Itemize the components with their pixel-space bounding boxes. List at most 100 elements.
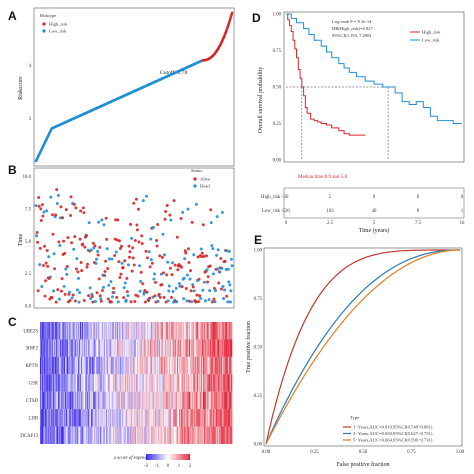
heatmap-cell xyxy=(205,391,206,410)
alive-point xyxy=(150,261,154,265)
high-risk-curve xyxy=(286,13,366,136)
heatmap-cell xyxy=(162,374,164,392)
heatmap-cell xyxy=(130,356,132,375)
heatmap-cell xyxy=(119,391,121,410)
heatmap-cell xyxy=(57,426,59,444)
heatmap-cell xyxy=(110,409,112,427)
heatmap-cell xyxy=(181,322,183,340)
heatmap-cell xyxy=(45,374,47,392)
heatmap-cell xyxy=(84,339,85,357)
heatmap-cell xyxy=(208,374,210,392)
heatmap-cell xyxy=(50,409,52,427)
heatmap-cell xyxy=(62,409,64,427)
heatmap-cell xyxy=(72,322,73,340)
heatmap-cell xyxy=(115,322,117,340)
heatmap-cell xyxy=(192,374,193,392)
heatmap-cell xyxy=(112,391,114,410)
heatmap-cell xyxy=(226,409,228,427)
alive-point xyxy=(135,228,139,232)
panel-a-ytick-3: 3 xyxy=(29,117,32,122)
heatmap-cell xyxy=(130,426,132,444)
heatmap-cell xyxy=(63,322,65,340)
heatmap-cell xyxy=(205,322,207,340)
heatmap-cell xyxy=(209,409,211,427)
heatmap-cell xyxy=(52,409,54,427)
heatmap-cell xyxy=(110,374,112,392)
heatmap-cell xyxy=(193,322,194,340)
heatmap-cell xyxy=(110,391,111,410)
heatmap-cell xyxy=(130,356,132,375)
heatmap-cell xyxy=(160,409,162,427)
heatmap-cell xyxy=(186,322,188,340)
heatmap-cell xyxy=(205,322,206,340)
heatmap-cell xyxy=(112,339,113,357)
heatmap-cell xyxy=(180,374,181,392)
heatmap-cell xyxy=(80,322,82,340)
heatmap-cell xyxy=(94,426,96,444)
heatmap-cell xyxy=(52,339,54,357)
heatmap-cell xyxy=(153,409,154,427)
heatmap-cell xyxy=(50,322,52,340)
heatmap-cell xyxy=(126,322,127,340)
heatmap-cell xyxy=(51,356,53,375)
heatmap-cell xyxy=(56,322,57,340)
heatmap-cell xyxy=(160,322,162,340)
heatmap-cell xyxy=(200,374,202,392)
heatmap-cell xyxy=(231,339,233,357)
heatmap-cell xyxy=(223,322,224,340)
heatmap-cell xyxy=(125,374,127,392)
heatmap-cell xyxy=(83,426,85,444)
heatmap-cell xyxy=(207,426,208,444)
heatmap-cell xyxy=(172,426,174,444)
alive-point xyxy=(104,259,108,263)
alive-point xyxy=(40,203,44,207)
heatmap-cell xyxy=(142,409,144,427)
heatmap-cell xyxy=(108,322,110,340)
heatmap-cell xyxy=(221,426,222,444)
heatmap-cell xyxy=(164,391,165,410)
heatmap-cell xyxy=(43,391,45,410)
heatmap-cell xyxy=(156,391,158,410)
heatmap-cell xyxy=(165,426,166,444)
heatmap-cell xyxy=(70,409,72,427)
heatmap-cell xyxy=(178,374,180,392)
heatmap-cell xyxy=(151,374,153,392)
heatmap-cell xyxy=(82,391,84,410)
heatmap-cell xyxy=(173,322,175,340)
heatmap-cell xyxy=(125,391,126,410)
heatmap-cell xyxy=(221,356,222,375)
heatmap-cell xyxy=(174,426,176,444)
heatmap-cell xyxy=(206,322,207,340)
heatmap-cell xyxy=(74,374,76,392)
legend-swatch xyxy=(150,454,152,460)
heatmap-cell xyxy=(172,426,174,444)
heatmap-cell xyxy=(43,356,45,375)
heatmap-cell xyxy=(60,374,62,392)
heatmap-cell xyxy=(97,339,99,357)
heatmap-cell xyxy=(70,356,71,375)
heatmap-cell xyxy=(127,322,128,340)
heatmap-cell xyxy=(207,322,208,340)
heatmap-cell xyxy=(79,322,81,340)
heatmap-cell xyxy=(150,409,152,427)
heatmap-cell xyxy=(41,391,42,410)
panel-a-ylabel: Riskscore xyxy=(18,76,24,100)
legend-swatch xyxy=(188,454,191,460)
heatmap-cell xyxy=(147,391,149,410)
panel-e-ylabel: True positive fraction xyxy=(245,321,252,373)
heatmap-cell xyxy=(205,391,207,410)
alive-point xyxy=(97,277,101,281)
alive-point xyxy=(165,204,169,208)
panel-e-ytick: 1.00 xyxy=(254,249,263,254)
heatmap-cell xyxy=(134,426,136,444)
heatmap-cell xyxy=(167,409,168,427)
heatmap-cell xyxy=(185,391,187,410)
heatmap-cell xyxy=(206,339,208,357)
dead-point xyxy=(202,280,206,284)
heatmap-cell xyxy=(88,374,90,392)
heatmap-cell xyxy=(159,374,161,392)
heatmap-cell xyxy=(217,339,219,357)
alive-point xyxy=(135,223,139,227)
heatmap-cell xyxy=(198,339,200,357)
heatmap-cell xyxy=(84,374,85,392)
